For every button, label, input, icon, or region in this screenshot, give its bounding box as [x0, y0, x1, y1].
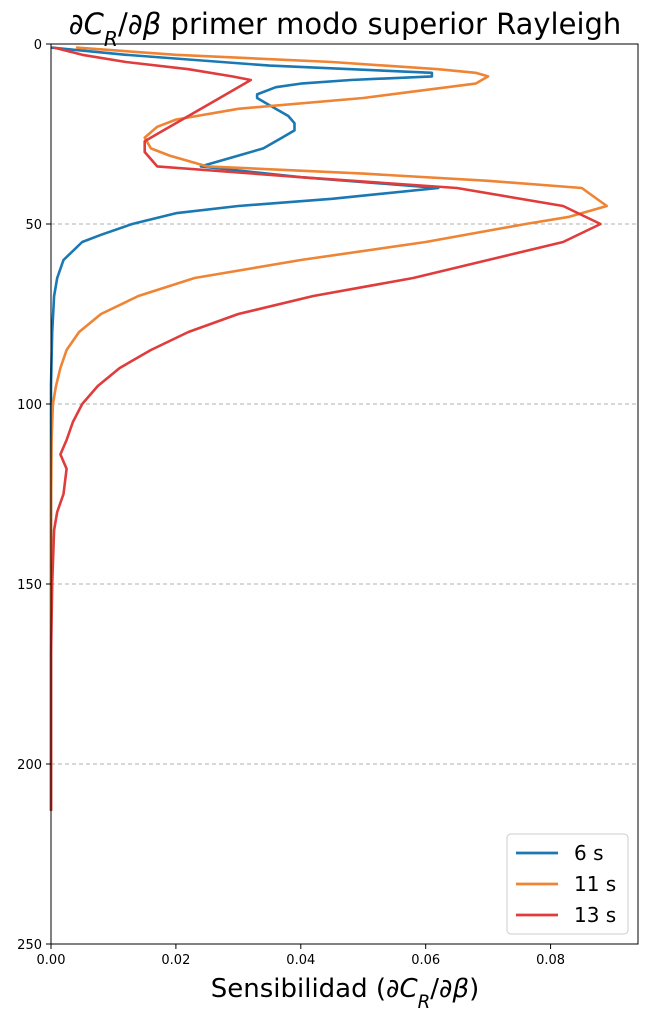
series-line-6s	[49, 46, 440, 811]
legend-label: 6 s	[574, 841, 604, 865]
series-line-13s	[49, 46, 602, 811]
plot-frame	[50, 43, 639, 945]
x-tick-label: 0.00	[37, 953, 66, 968]
legend-label: 13 s	[574, 903, 616, 927]
x-tick-label: 0.08	[536, 953, 565, 968]
series-line-11s	[49, 46, 609, 811]
y-tick-label: 250	[17, 938, 42, 953]
chart-title: ∂CR/∂β primer modo superior Rayleigh	[69, 7, 622, 51]
x-tick-label: 0.06	[411, 953, 440, 968]
y-tick-label: 200	[17, 758, 42, 773]
x-axis-label: Sensibilidad (∂CR/∂β)	[211, 974, 479, 1013]
legend-label: 11 s	[574, 872, 616, 896]
x-tick-label: 0.02	[161, 953, 190, 968]
y-tick-label: 50	[25, 218, 42, 233]
x-tick-label: 0.04	[286, 953, 315, 968]
series-layer	[49, 46, 609, 811]
legend-box	[506, 833, 629, 935]
y-tick-label: 150	[17, 578, 42, 593]
legend: 6 s 11 s 13 s	[506, 833, 629, 935]
tick-layer: 0.00 0.02 0.04 0.06 0.08 0 50 100 150 200 250	[17, 38, 565, 968]
y-tick-label: 100	[17, 398, 42, 413]
y-tick-label: 0	[34, 38, 42, 53]
